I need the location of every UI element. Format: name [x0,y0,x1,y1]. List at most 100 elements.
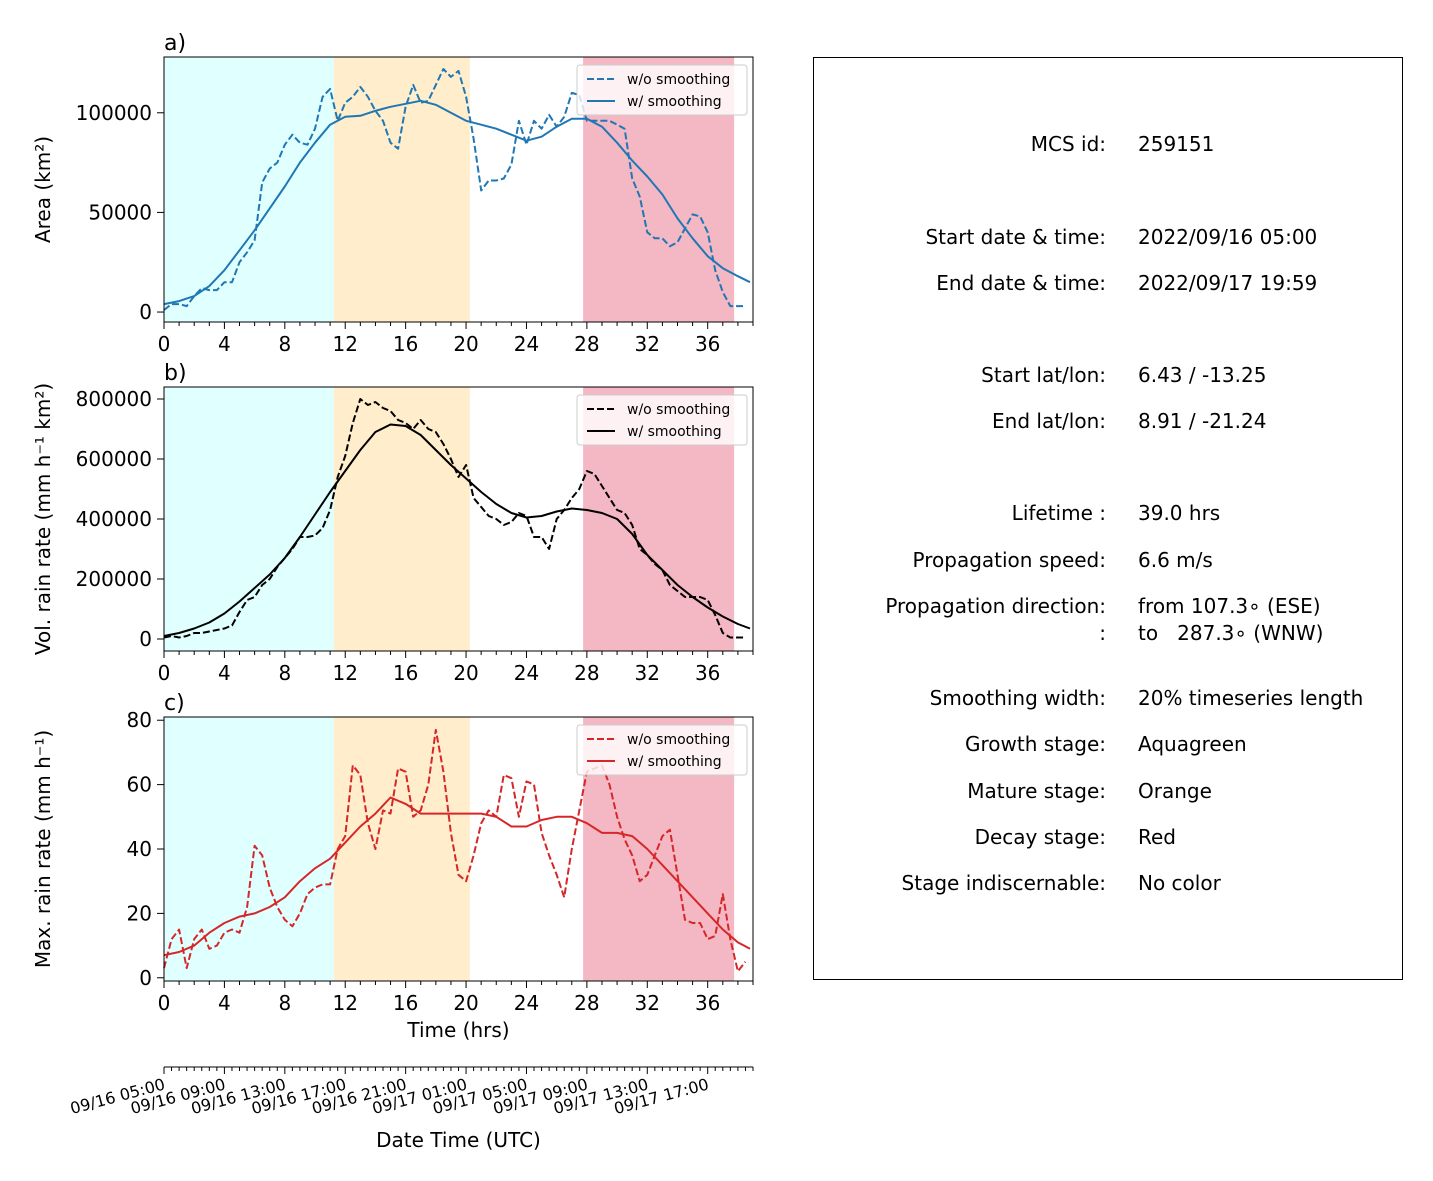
x-tick-label: 36 [695,661,720,685]
stage-band-mature [333,57,470,322]
info-key: Start date & time: [925,225,1106,249]
y-axis-label: Area (km²) [31,136,55,243]
series-raw-line [163,728,747,973]
x-tick-label: 12 [333,661,358,685]
y-tick-label: 80 [127,708,152,732]
stage-band-growth [164,57,334,322]
stage-band-mature [333,717,470,981]
y-tick-label: 400000 [76,507,152,531]
x-tick-label: 36 [695,991,720,1015]
y-axis-label: Max. rain rate (mm h⁻¹) [31,730,55,968]
x-tick-label: 20 [453,332,478,356]
y-tick-label: 200000 [76,567,152,591]
series-smoothed-line [163,423,751,637]
x-tick-label: 24 [514,332,539,356]
legend-label: w/ smoothing [627,424,722,440]
chart-panel-2: 0 4 8 12 16 20 24 28 32 36 0 200000 400000 600000 8000… [31,361,754,685]
x-tick-label: 28 [574,661,599,685]
info-key: MCS id: [1030,132,1106,156]
x-tick-label: 8 [278,661,291,685]
info-value: Orange [1138,779,1212,803]
info-value: 2022/09/16 05:00 [1138,225,1318,249]
info-key: End lat/lon: [992,409,1106,433]
x-tick-label: 12 [333,332,358,356]
info-key: Propagation speed: [912,548,1106,572]
info-value: 39.0 hrs [1138,501,1221,525]
info-value: 6.6 m/s [1138,548,1213,572]
info-key: : [1099,621,1106,645]
info-value: 8.91 / -21.24 [1138,409,1267,433]
x-tick-label: 8 [278,991,291,1015]
x-tick-label: 16 [393,332,418,356]
legend-label: w/o smoothing [627,402,730,418]
x-tick-label: 32 [635,991,660,1015]
legend: w/o smoothing w/ smoothing [576,394,748,446]
legend-label: w/o smoothing [627,732,730,748]
x-tick-label: 28 [574,332,599,356]
info-value: No color [1138,871,1221,895]
x-tick-label: 8 [278,332,291,356]
chart-panel-1: 0 4 8 12 16 20 24 28 32 36 0 50000 100000 a) Area (km²… [31,31,754,356]
panel-label: b) [164,361,187,386]
y-tick-label: 0 [139,966,152,990]
info-value: Red [1138,825,1176,849]
figure-canvas: 0 4 8 12 16 20 24 28 32 36 0 50000 100000 a) Area (km²… [31,31,754,1152]
y-tick-label: 600000 [76,447,152,471]
x-tick-label: 4 [218,661,231,685]
y-tick-label: 40 [127,837,152,861]
plot-frame [163,56,754,323]
legend-label: w/ smoothing [627,754,722,770]
info-value: 6.43 / -13.25 [1138,363,1267,387]
x-tick-label: 4 [218,332,231,356]
info-key: Start lat/lon: [981,363,1106,387]
x-tick-label: 4 [218,991,231,1015]
info-value: 259151 [1138,132,1215,156]
x-tick-label: 24 [514,991,539,1015]
y-tick-label: 100000 [76,101,152,125]
legend-label: w/o smoothing [627,72,730,88]
legend-label: w/ smoothing [627,94,722,110]
panel-label: a) [164,31,186,56]
legend: w/o smoothing w/ smoothing [576,724,748,776]
x-tick-label: 0 [158,661,171,685]
y-tick-label: 800000 [76,387,152,411]
info-value: from 107.3∘ (ESE) [1138,594,1321,618]
stage-band-growth [164,717,334,981]
x-tick-label: 12 [333,991,358,1015]
y-axis-label: Vol. rain rate (mm h⁻¹ km²) [31,383,55,655]
info-value: Aquagreen [1138,732,1247,756]
legend-box [576,64,748,116]
y-tick-label: 0 [139,300,152,324]
x-tick-label: 24 [514,661,539,685]
x-axis-label: Time (hrs) [406,1018,509,1042]
stage-band-growth [164,387,334,651]
info-key: Mature stage: [967,779,1106,803]
series-smoothed-line [163,796,751,957]
x-tick-label: 20 [453,991,478,1015]
legend-box [576,724,748,776]
series-raw-line [163,68,746,311]
x-tick-label: 28 [574,991,599,1015]
info-key: Growth stage: [964,732,1106,756]
series-smoothed-line [163,99,751,306]
x-tick-label: 0 [158,332,171,356]
date-axis-label: Date Time (UTC) [376,1128,541,1152]
info-value: 2022/09/17 19:59 [1138,271,1318,295]
info-key: Smoothing width: [929,686,1106,710]
x-tick-label: 16 [393,991,418,1015]
x-tick-label: 0 [158,991,171,1015]
y-tick-label: 60 [127,773,152,797]
panel-label: c) [164,691,185,716]
y-tick-label: 0 [139,627,152,651]
legend: w/o smoothing w/ smoothing [576,64,748,116]
info-key: Lifetime : [1011,501,1106,525]
x-tick-label: 32 [635,332,660,356]
y-tick-label: 20 [127,901,152,925]
info-key: Propagation direction: [885,594,1106,618]
stage-band-mature [333,387,470,651]
x-tick-label: 32 [635,661,660,685]
x-tick-label: 36 [695,332,720,356]
x-tick-label: 16 [393,661,418,685]
mcs-info-box: MCS id: 259151 Start date & time: 2022/0… [813,57,1403,980]
